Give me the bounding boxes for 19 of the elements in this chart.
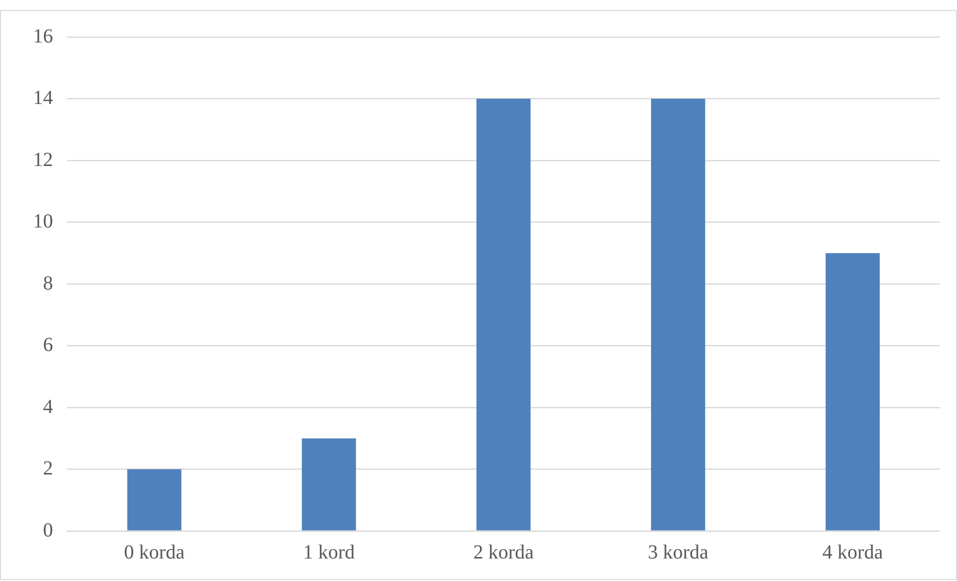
y-tick-label: 12 <box>33 148 53 171</box>
bar <box>826 253 880 530</box>
x-tick-label: 1 kord <box>303 541 355 564</box>
y-tick-label: 16 <box>33 25 53 48</box>
y-tick-label: 14 <box>33 87 53 109</box>
y-tick-label: 10 <box>33 210 53 232</box>
y-tick-label: 0 <box>43 519 53 542</box>
bar <box>651 98 706 530</box>
x-tick-label: 3 korda <box>648 541 708 564</box>
bar <box>127 469 182 530</box>
y-tick-label: 6 <box>43 334 53 356</box>
y-tick-label: 2 <box>43 458 53 480</box>
x-tick-label: 2 korda <box>473 541 534 564</box>
x-tick-label: 0 korda <box>124 541 185 564</box>
y-tick-label: 4 <box>43 396 53 418</box>
bar <box>302 438 356 530</box>
bar <box>476 98 531 530</box>
x-tick-label: 4 korda <box>822 541 884 564</box>
y-tick-label: 8 <box>43 272 53 294</box>
